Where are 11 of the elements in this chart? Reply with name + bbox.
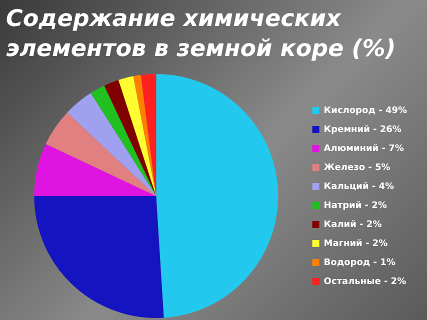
legend-label: Калий - 2%	[324, 220, 382, 230]
legend-label: Натрий - 2%	[324, 200, 387, 211]
legend-label: Остальные - 2%	[324, 276, 406, 287]
legend-label: Алюминий - 7%	[324, 144, 404, 154]
legend-label: Водород - 1%	[324, 258, 396, 268]
legend-label: Кислород - 49%	[324, 106, 408, 116]
legend-label: Магний - 2%	[324, 238, 388, 249]
legend-label: Кремний - 26%	[324, 124, 402, 135]
chart-title: Содержание химических элементов в земной коре (%)	[6, 5, 397, 64]
legend-label: Кальций - 4%	[324, 182, 394, 192]
legend-label: Железо - 5%	[324, 162, 390, 173]
